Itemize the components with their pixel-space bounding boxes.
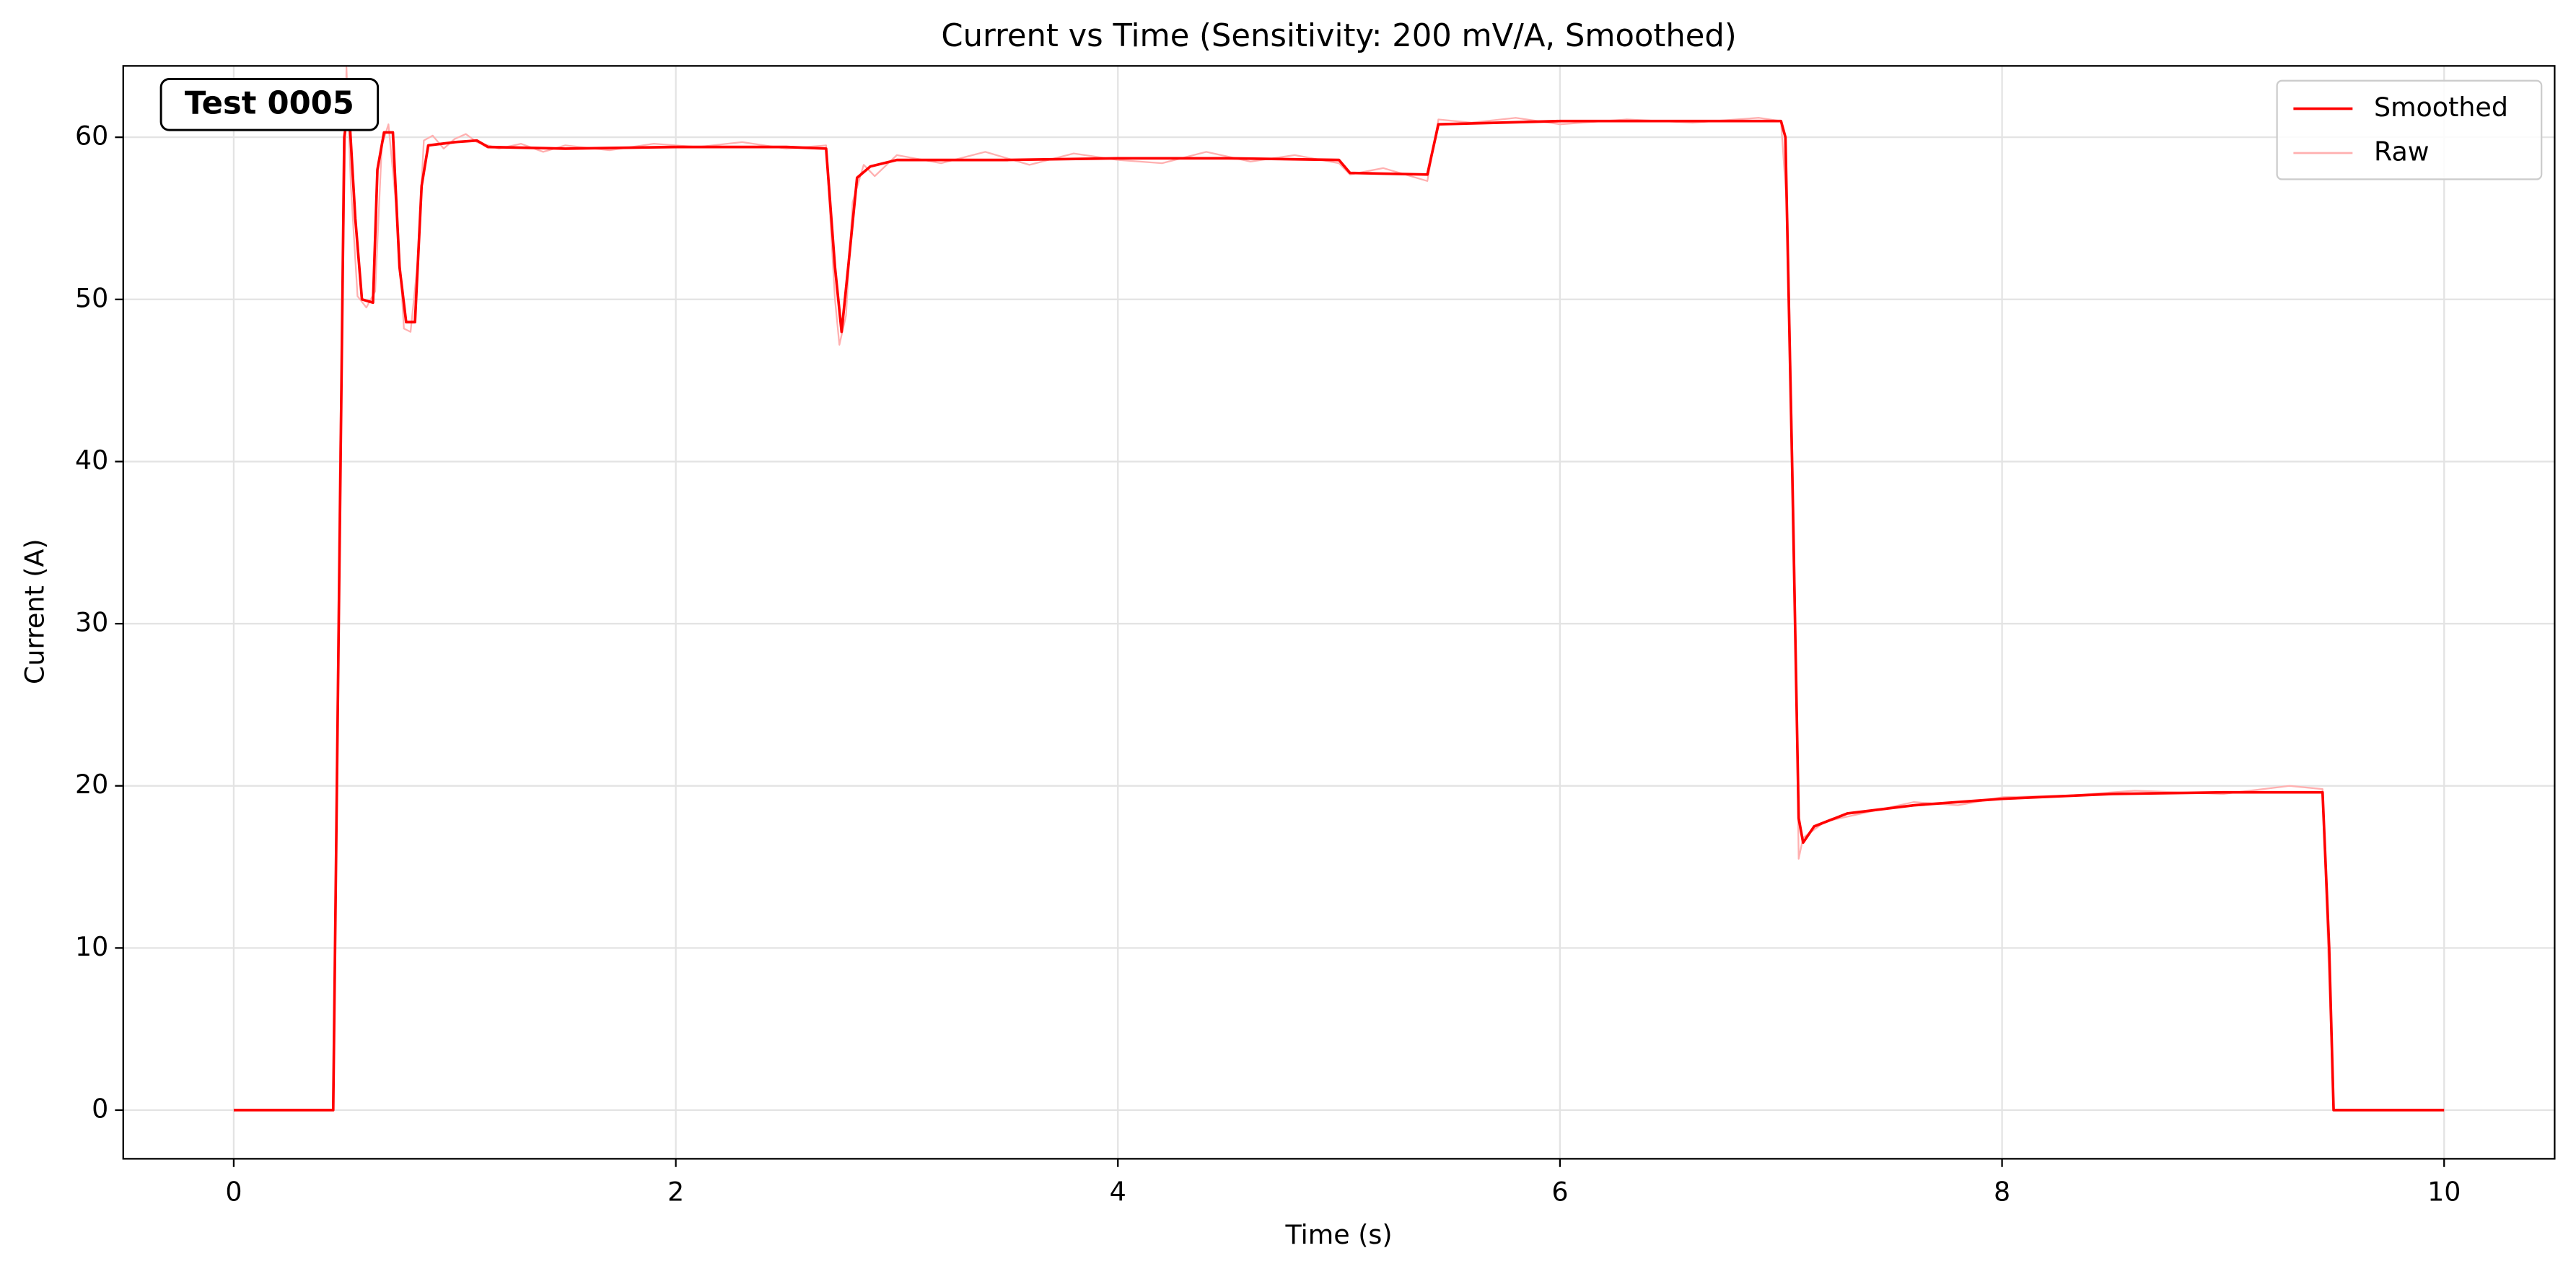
series-line [233, 103, 2445, 1112]
y-tick-label: 30 [75, 607, 108, 638]
annotation-text: Test 0005 [185, 85, 354, 121]
legend: Smoothed Raw [2276, 79, 2543, 180]
legend-label: Raw [2374, 136, 2430, 167]
grid [123, 66, 2555, 1159]
plot-area [233, 66, 2445, 1112]
y-tick-label: 0 [92, 1093, 108, 1124]
y-axis-label: Current (A) [19, 538, 51, 684]
x-tick-label: 6 [1551, 1177, 1568, 1208]
chart-title: Current vs Time (Sensitivity: 200 mV/A, … [941, 18, 1736, 54]
axes-frame [122, 65, 2556, 1160]
legend-label: Smoothed [2374, 92, 2508, 123]
y-tick-label: 50 [75, 282, 108, 313]
annotation: Test 0005 [159, 78, 380, 131]
legend-box [2276, 79, 2543, 180]
y-tick-label: 60 [75, 121, 108, 152]
x-axis-label: Time (s) [1285, 1219, 1393, 1250]
y-tick-label: 10 [75, 931, 108, 962]
ticks: 0 2 4 6 8 10 0 10 20 30 40 50 60 [75, 121, 2461, 1208]
y-tick-label: 40 [75, 445, 108, 476]
x-tick-label: 4 [1110, 1177, 1126, 1208]
y-tick-label: 20 [75, 769, 108, 800]
x-tick-label: 8 [1994, 1177, 2010, 1208]
x-tick-label: 2 [667, 1177, 684, 1208]
x-tick-label: 10 [2427, 1177, 2461, 1208]
annotation-box [159, 78, 380, 131]
x-tick-label: 0 [225, 1177, 242, 1208]
series-line [233, 66, 2445, 1112]
